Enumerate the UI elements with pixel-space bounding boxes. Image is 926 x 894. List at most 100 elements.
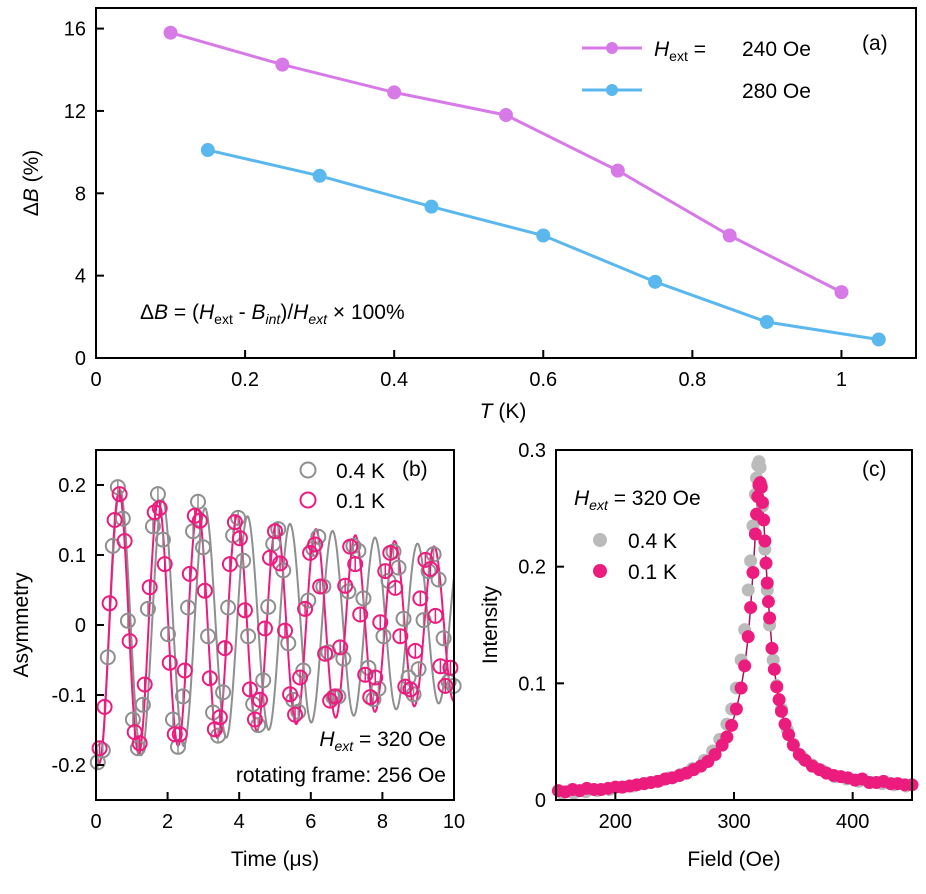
panel-c-points: [551, 455, 919, 800]
panel-b-point-s0-21: [195, 539, 212, 556]
panel-b-marker-s0-40: [290, 703, 307, 720]
panel-c-point-s1-29: [741, 630, 755, 644]
panel-b-point-s1-26: [221, 556, 238, 573]
c-hext-sub: ext: [589, 497, 609, 513]
legend-label-b-04K: 0.4 K: [336, 460, 385, 483]
panel-c-ytick-label-3: 0.3: [518, 440, 546, 462]
panel-a-legend: Hext = 240 Oe 280 Oe: [582, 38, 811, 103]
panel-b-point-s1-21: [196, 582, 213, 599]
panel-b-point-s1-10: [141, 579, 158, 596]
panel-b-marker-s0-4: [109, 479, 126, 496]
panel-b-point-s1-16: [171, 726, 188, 743]
panel-b-point-s1-24: [211, 709, 228, 726]
legend-hext-var: H: [654, 38, 670, 61]
panel-c-point-s1-22: [708, 748, 722, 761]
panel-b-marker-s1-51: [347, 556, 364, 573]
panel-b-marker-s1-8: [131, 735, 148, 752]
panel-b-point-s1-33: [256, 620, 273, 637]
panel-c-fit-line: [558, 480, 912, 793]
panel-b-marker-s1-12: [151, 500, 168, 517]
panel-b-marker-s1-35: [267, 523, 283, 540]
panel-b-marker-s0-25: [215, 684, 232, 701]
panel-b-marker-s1-27: [226, 514, 243, 531]
formula-eq: = (: [168, 301, 199, 324]
panel-b-point-s1-27: [226, 514, 243, 531]
panel-b-point-s1-3: [106, 512, 123, 528]
panel-b-point-s0-42: [300, 592, 317, 609]
panel-b-point-s0-33: [255, 672, 272, 689]
panel-b-point-s0-9: [134, 696, 151, 713]
legend-marker-240: [606, 42, 618, 54]
panel-b-point-s1-22: [201, 670, 218, 687]
legend-hext-sub: ext: [669, 48, 688, 64]
panel-b-xtick-label-5: 10: [443, 811, 465, 833]
panel-a-point-s1-0: [200, 143, 215, 158]
panel-b-marker-s1-29: [236, 602, 253, 619]
formula-delta: Δ: [140, 301, 154, 324]
panel-b-point-s1-52: [352, 606, 369, 623]
panel-c-legend: 0.4 K 0.1 K: [593, 530, 677, 584]
panel-a-ylabel-prefix: Δ: [20, 202, 43, 216]
panel-b-point-s1-59: [387, 579, 404, 596]
panel-b-marker-s0-34: [260, 598, 277, 615]
panel-a-point-s1-3: [536, 228, 551, 243]
panel-b-point-s1-12: [151, 500, 168, 517]
panel-b-points: [89, 479, 462, 771]
panel-a-series-line-0: [170, 31, 843, 294]
panel-b-point-s1-47: [327, 688, 344, 705]
panel-c-point-s1-28: [738, 659, 752, 673]
formula-b2: B: [252, 301, 266, 324]
panel-b-point-s1-51: [347, 556, 364, 573]
panel-b-point-s0-45: [315, 578, 332, 595]
panel-b-point-s0-29: [235, 552, 252, 569]
panel-c-point-s1-26: [729, 702, 743, 716]
panel-b-point-s0-15: [164, 711, 181, 728]
panel-b-rotating-frame: rotating frame: 256 Oe: [236, 764, 446, 787]
panel-b-marker-s1-4: [111, 486, 128, 503]
formula-h2: H: [293, 301, 309, 324]
panel-b-point-s1-69: [437, 677, 454, 694]
panel-c-point-s0-20: [741, 583, 755, 597]
panel-a-ylabel: ΔB (%): [20, 150, 43, 217]
panel-b-point-s1-64: [412, 590, 429, 607]
panel-c-point-s1-39: [757, 513, 771, 527]
panel-b-marker-s1-18: [181, 565, 198, 582]
panel-b-marker-s1-49: [337, 577, 354, 594]
panel-c-point-s1-45: [765, 641, 779, 655]
panel-b-marker-s0-49: [335, 650, 352, 667]
panel-b-marker-s0-14: [159, 626, 176, 643]
panel-b-marker-s0-53: [355, 590, 372, 607]
panel-c-point-s1-24: [720, 730, 734, 744]
panel-b-point-s1-37: [277, 622, 294, 639]
panel-c-point-s1-49: [774, 704, 788, 718]
panel-b-point-s0-68: [430, 571, 447, 588]
panel-b-marker-s1-33: [256, 620, 273, 637]
panel-b-point-s0-14: [159, 626, 176, 643]
panel-c: 200 300 400 0 0.1 0.2 0.3 (c) Hext = 320 Oe 0.…: [479, 440, 919, 871]
panel-b-marker-s0-69: [435, 630, 452, 647]
panel-b-point-s0-22: [200, 628, 217, 645]
panel-c-point-s1-30: [744, 601, 758, 614]
panel-b-marker-s1-39: [287, 706, 304, 723]
panel-b-point-s0-57: [375, 628, 392, 645]
panel-b-ytick-label-0: -0.2: [52, 755, 86, 777]
panel-b-marker-s1-47: [327, 688, 344, 705]
panel-b-point-s0-53: [355, 590, 372, 607]
panel-b-point-s1-39: [287, 706, 304, 723]
panel-c-point-s1-32: [748, 527, 762, 541]
panel-c-point-s1-31: [746, 566, 760, 579]
panel-b-marker-s1-32: [251, 691, 268, 708]
panel-c-ticks: 200 300 400 0 0.1 0.2 0.3: [518, 440, 869, 833]
panel-b-xtick-label-1: 2: [162, 811, 173, 833]
panel-a-label: (a): [862, 32, 888, 55]
panel-b-point-s1-63: [407, 642, 424, 659]
panel-b-marker-s1-6: [121, 633, 138, 650]
panel-c-point-s1-50: [778, 717, 792, 731]
legend-label-240: 240 Oe: [742, 38, 811, 61]
panel-b-marker-s0-17: [174, 688, 191, 705]
panel-c-point-s1-47: [770, 680, 784, 694]
panel-b-point-s1-25: [216, 640, 233, 657]
panel-b-marker-s0-18: [180, 599, 197, 616]
panel-b-xlabel: Time (μs): [231, 848, 319, 871]
